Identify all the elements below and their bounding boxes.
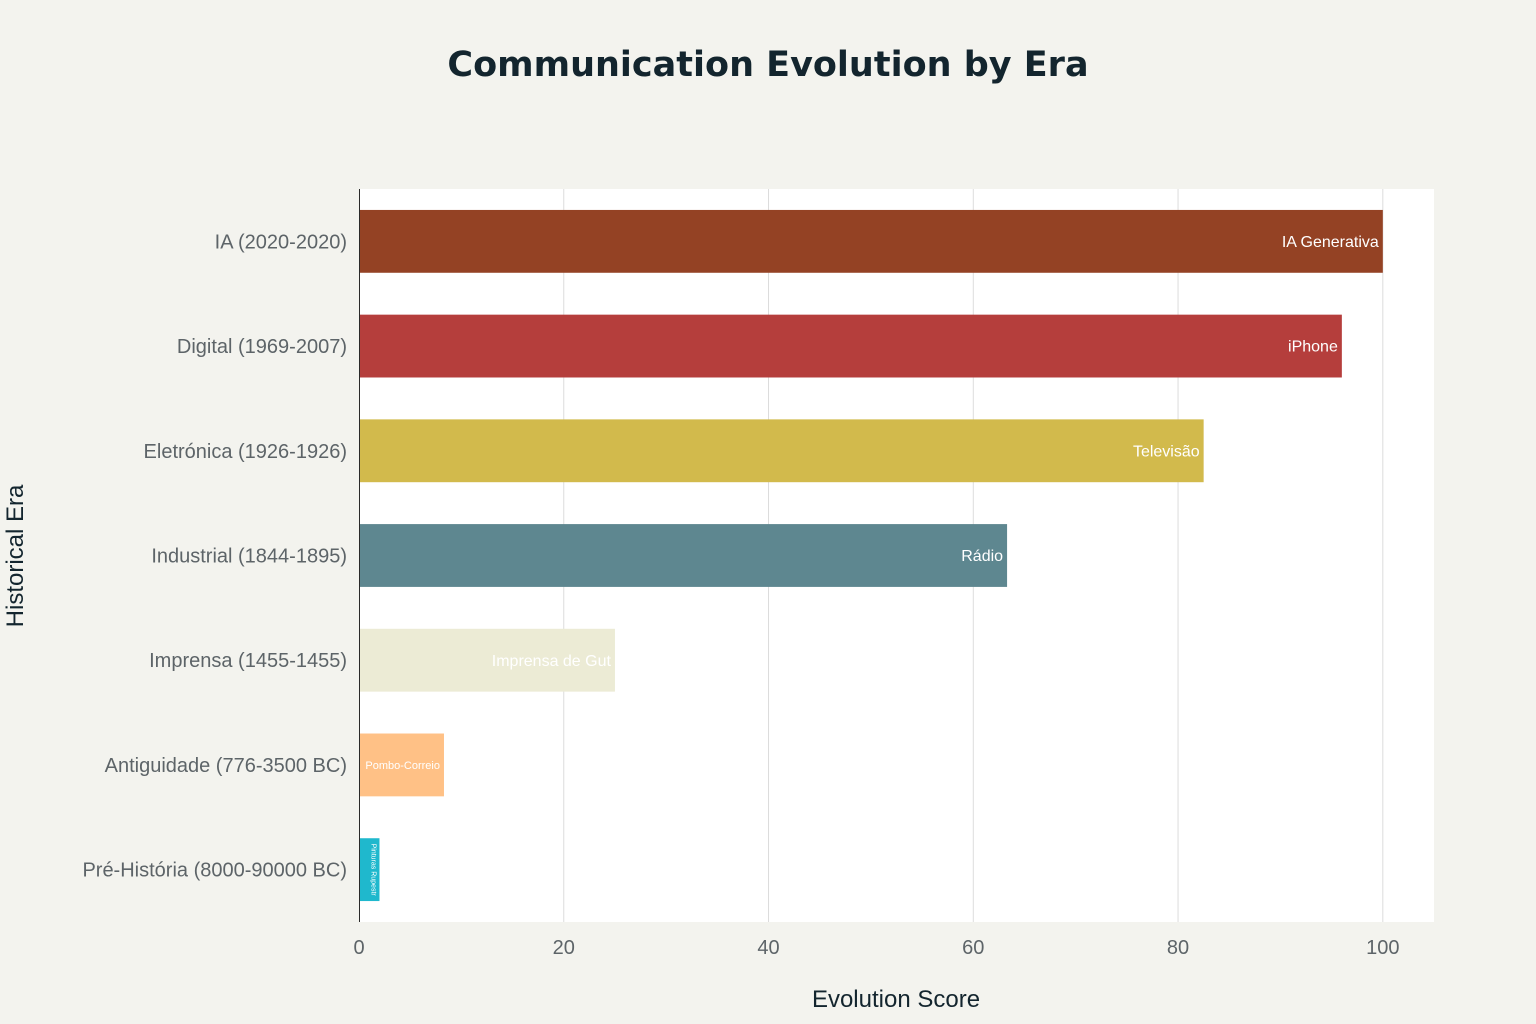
y-axis-title: Historical Era: [2, 484, 29, 627]
bar: [359, 628, 615, 692]
x-tick-labels: 0 20 40 60 80 100: [353, 937, 1399, 959]
bar: [359, 838, 380, 902]
bar-label: iPhone: [1288, 339, 1338, 356]
category-label: Digital (1969-2007): [177, 336, 347, 358]
category-labels: IA (2020-2020) Digital (1969-2007) Eletrón…: [82, 231, 347, 881]
x-tick-label: 60: [962, 937, 984, 959]
bar: [359, 419, 1204, 483]
bar-label: Imprensa de Gut: [492, 653, 612, 670]
bar: [359, 733, 444, 797]
category-label: Imprensa (1455-1455): [149, 650, 347, 672]
bar-labels: IA Generativa iPhone Televisão Rádio Imprens…: [365, 234, 1379, 896]
category-label: IA (2020-2020): [215, 231, 347, 253]
x-tick-label: 40: [757, 937, 779, 959]
bar: [359, 314, 1342, 378]
category-label: Pré-História (8000-90000 BC): [82, 860, 347, 882]
bar-label: Rádio: [961, 548, 1003, 565]
bar-label: Televisão: [1133, 443, 1200, 460]
bar-label: Pinturas Rupestr: [370, 844, 377, 897]
bar: [359, 524, 1008, 587]
bar: [359, 209, 1383, 273]
x-tick-label: 100: [1366, 937, 1399, 959]
x-tick-label: 20: [553, 937, 575, 959]
x-tick-label: 0: [353, 937, 364, 959]
bars: [359, 209, 1383, 902]
bar-label: Pombo-Correio: [365, 760, 440, 772]
x-axis-title: Evolution Score: [812, 986, 980, 1013]
category-label: Antiguidade (776-3500 BC): [105, 755, 347, 777]
category-label: Eletrónica (1926-1926): [144, 441, 347, 463]
x-tick-label: 80: [1167, 937, 1189, 959]
category-label: Industrial (1844-1895): [151, 546, 347, 568]
bar-label: IA Generativa: [1282, 234, 1379, 251]
chart-title: Communication Evolution by Era: [447, 45, 1088, 85]
